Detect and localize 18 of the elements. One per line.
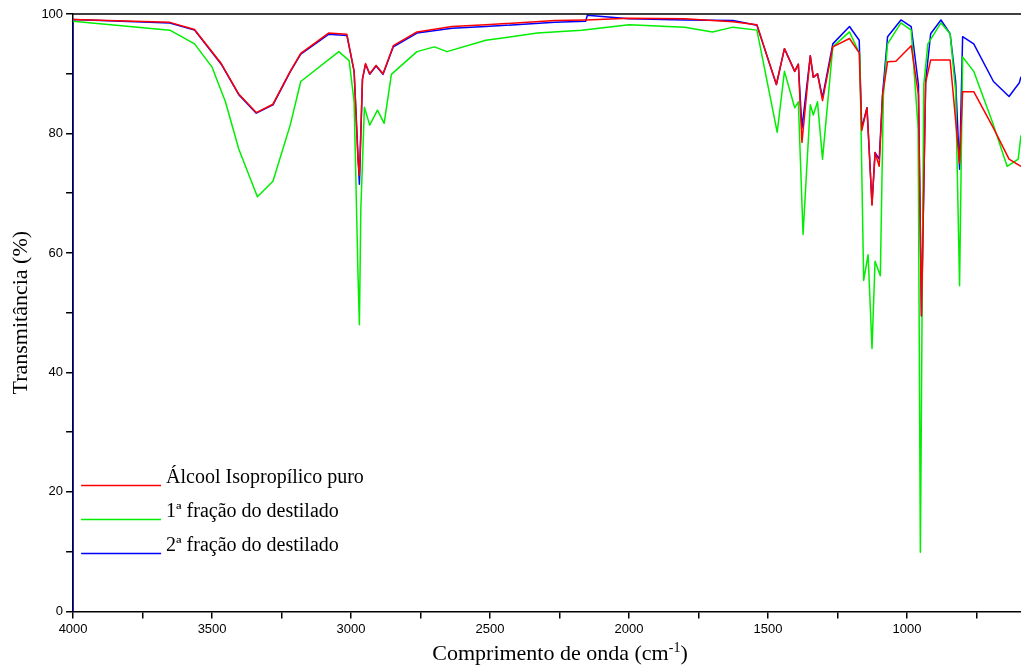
- y-tick-label: 100: [41, 5, 64, 21]
- y-tick-label: 0: [55, 602, 64, 618]
- x-tick-label: 3000: [336, 620, 366, 636]
- x-tick-label: 1000: [892, 620, 922, 636]
- y-tick-label: 40: [48, 364, 64, 380]
- legend-label: 2ª fração do destilado: [166, 532, 339, 556]
- y-tick-label: 20: [48, 483, 64, 499]
- legend-label: 1ª fração do destilado: [166, 498, 339, 522]
- legend-label: Álcool Isopropílico puro: [166, 464, 364, 488]
- x-tick-label: 1500: [753, 620, 783, 636]
- y-tick-label: 80: [48, 125, 64, 141]
- y-tick-label: 60: [48, 244, 64, 260]
- x-tick-label: 2000: [614, 620, 644, 636]
- x-tick-label: 4000: [58, 620, 88, 636]
- x-tick-label: 3500: [197, 620, 227, 636]
- x-tick-label: 2500: [475, 620, 505, 636]
- x-axis-title: Comprimento de onda (cm$^{-1}$): [431, 640, 689, 667]
- y-axis-title: Transmitância (%): [6, 230, 32, 395]
